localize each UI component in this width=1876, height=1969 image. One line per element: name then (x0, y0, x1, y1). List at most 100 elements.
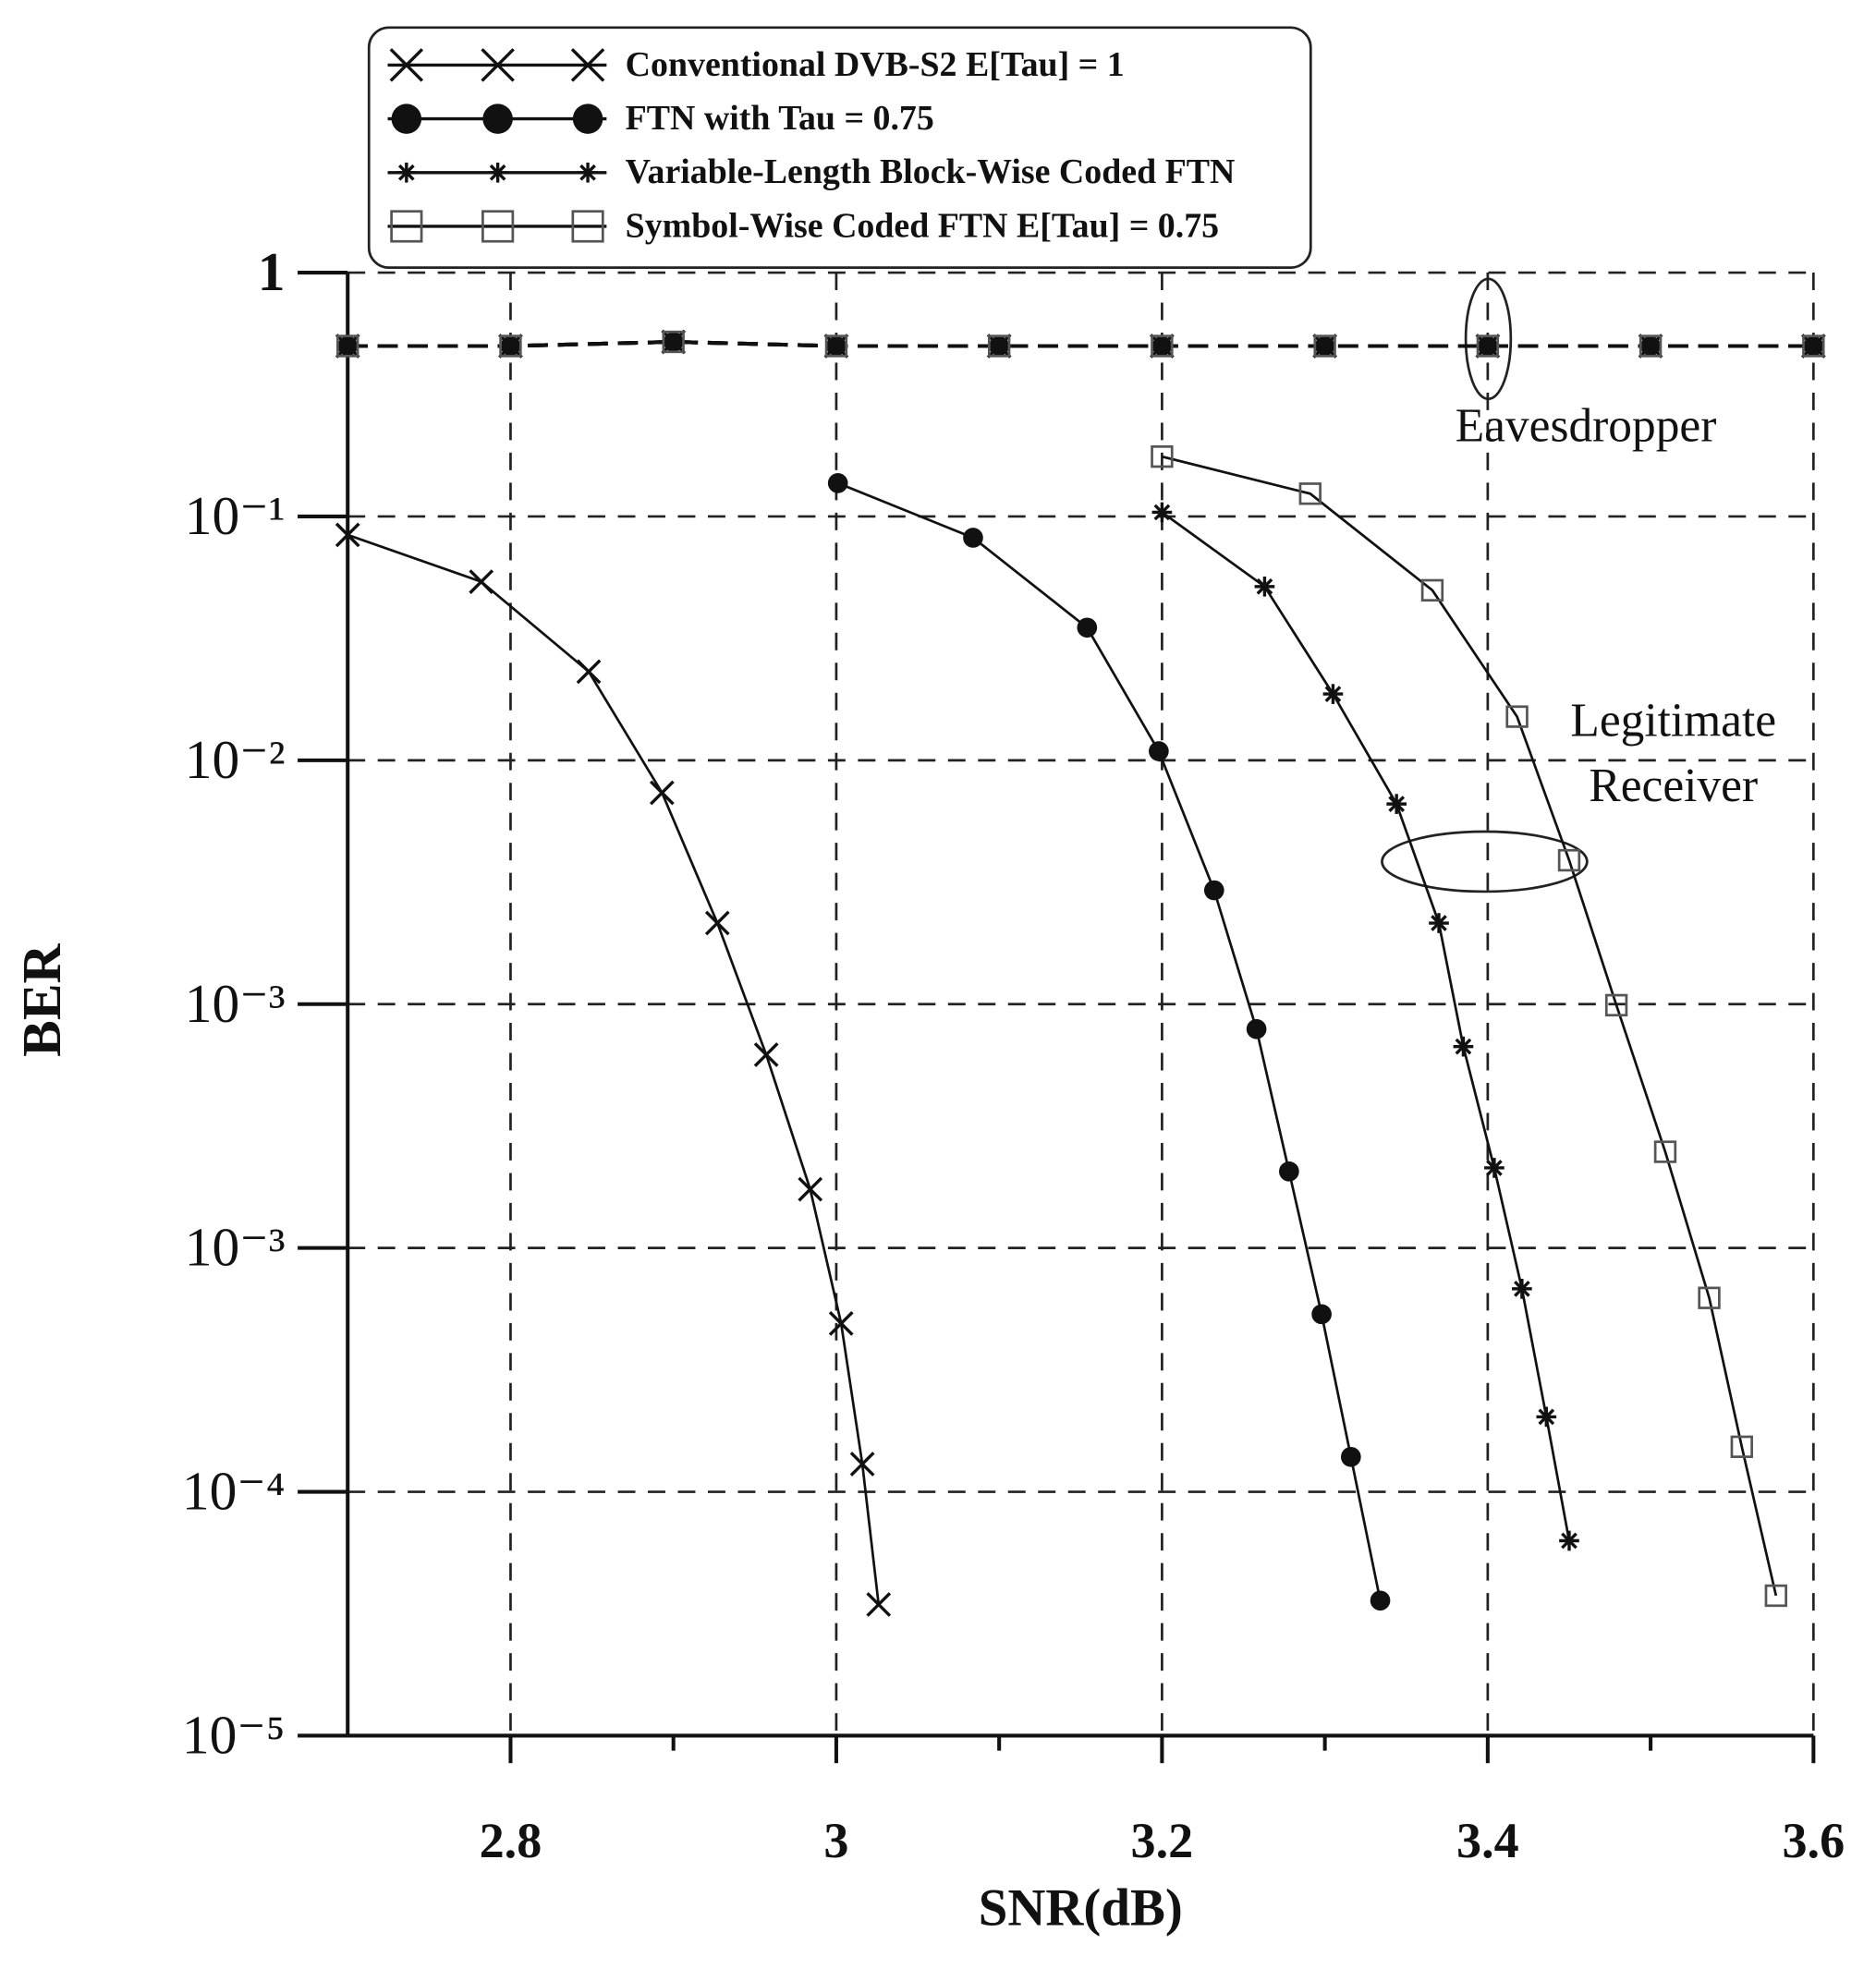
marker-square (1638, 334, 1663, 358)
marker-stroke (1431, 915, 1447, 931)
marker-square (571, 210, 604, 243)
eavesdropper-marker (824, 334, 848, 358)
x-tick-label: 3.6 (1783, 1813, 1846, 1868)
y-tick-label: 10⁻³ (185, 973, 286, 1034)
marker-stroke (649, 780, 675, 806)
eavesdropper-marker (1638, 334, 1663, 358)
marker-stroke (397, 164, 415, 181)
marker-square (1298, 482, 1322, 505)
data-marker (335, 522, 360, 548)
marker-square (1420, 578, 1444, 602)
data-marker (1341, 1446, 1361, 1467)
marker-dot (391, 103, 422, 134)
legend-marker (396, 162, 417, 183)
y-axis-label: BER (11, 942, 72, 1056)
data-marker (649, 780, 675, 806)
marker-square (481, 210, 515, 243)
data-marker (1557, 848, 1581, 872)
marker-stroke (1256, 577, 1273, 595)
legend-label: Symbol-Wise Coded FTN E[Tau] = 0.75 (626, 206, 1219, 245)
marker-stroke (481, 48, 515, 82)
marker-square (390, 210, 423, 243)
marker-stroke (753, 1042, 779, 1067)
marker-square (1764, 1584, 1787, 1608)
marker-stroke (1455, 1038, 1472, 1055)
eavesdropper-marker (1151, 334, 1174, 358)
data-marker (1298, 482, 1322, 505)
x-axis-label: SNR(dB) (979, 1879, 1183, 1938)
marker-square (1151, 334, 1174, 358)
data-marker (1536, 1406, 1557, 1428)
data-marker (1151, 444, 1174, 468)
marker-square (1505, 705, 1529, 728)
marker-stroke (469, 569, 494, 594)
data-marker (828, 1311, 854, 1336)
marker-dot (1077, 617, 1098, 638)
marker-square (336, 334, 359, 358)
marker-dot (1341, 1446, 1361, 1467)
marker-dot (1311, 1304, 1332, 1325)
marker-stroke (1480, 337, 1496, 355)
data-marker (1604, 993, 1628, 1017)
series-line (347, 533, 881, 1605)
marker-dot (1149, 741, 1169, 761)
series-line (837, 481, 1382, 1601)
marker-square (1698, 1286, 1721, 1309)
data-marker (827, 473, 848, 493)
marker-square (1604, 993, 1628, 1017)
marker-stroke (489, 164, 506, 181)
y-tick-label: 10⁻⁵ (182, 1705, 286, 1766)
legitimate-ellipse (1381, 830, 1589, 893)
marker-square (987, 334, 1011, 358)
data-marker (1429, 913, 1449, 933)
eavesdropper-marker (662, 330, 685, 354)
legend-marker (571, 210, 604, 243)
data-marker (1311, 1304, 1332, 1325)
legend-marker (481, 48, 515, 82)
marker-dot (1370, 1590, 1391, 1611)
y-tick-label: 10⁻² (185, 729, 286, 790)
marker-stroke (1805, 337, 1822, 355)
marker-stroke (335, 522, 360, 548)
legend-marker (570, 48, 605, 82)
marker-dot (1279, 1161, 1299, 1182)
y-tick-label: 10⁻¹ (185, 485, 286, 546)
marker-square (1653, 1140, 1677, 1163)
data-marker (1279, 1161, 1299, 1182)
marker-dot (482, 103, 513, 134)
marker-stroke (1514, 1280, 1530, 1297)
annotation: Receiver (1589, 760, 1758, 812)
marker-stroke (570, 48, 605, 82)
legend-label: Variable-Length Block-Wise Coded FTN (626, 152, 1236, 191)
legend-marker (391, 103, 422, 134)
eavesdropper-marker (1313, 334, 1336, 358)
eavesdropper-marker (987, 334, 1011, 358)
eavesdropper-line (347, 339, 1814, 348)
data-marker (1730, 1435, 1753, 1458)
marker-stroke (579, 164, 596, 181)
marker-stroke (798, 1176, 823, 1202)
data-marker (704, 910, 730, 936)
data-marker (1149, 741, 1169, 761)
data-marker (1698, 1286, 1721, 1309)
data-marker (1322, 684, 1344, 704)
marker-stroke (866, 1592, 892, 1617)
marker-stroke (1324, 686, 1342, 702)
data-marker (1512, 1279, 1532, 1299)
data-marker (798, 1176, 823, 1202)
legend-marker (487, 162, 508, 183)
marker-dot (572, 103, 603, 134)
data-marker (1420, 578, 1444, 602)
data-marker (1453, 1036, 1474, 1057)
data-marker (1203, 880, 1224, 901)
eavesdropper-marker (336, 334, 359, 358)
marker-stroke (576, 659, 602, 685)
marker-stroke (828, 1311, 854, 1336)
marker-dot (1246, 1018, 1267, 1039)
marker-stroke (1153, 504, 1171, 521)
data-marker (469, 569, 494, 594)
marker-square (1730, 1435, 1753, 1458)
legend-marker (481, 210, 515, 243)
legend-marker (482, 103, 513, 134)
